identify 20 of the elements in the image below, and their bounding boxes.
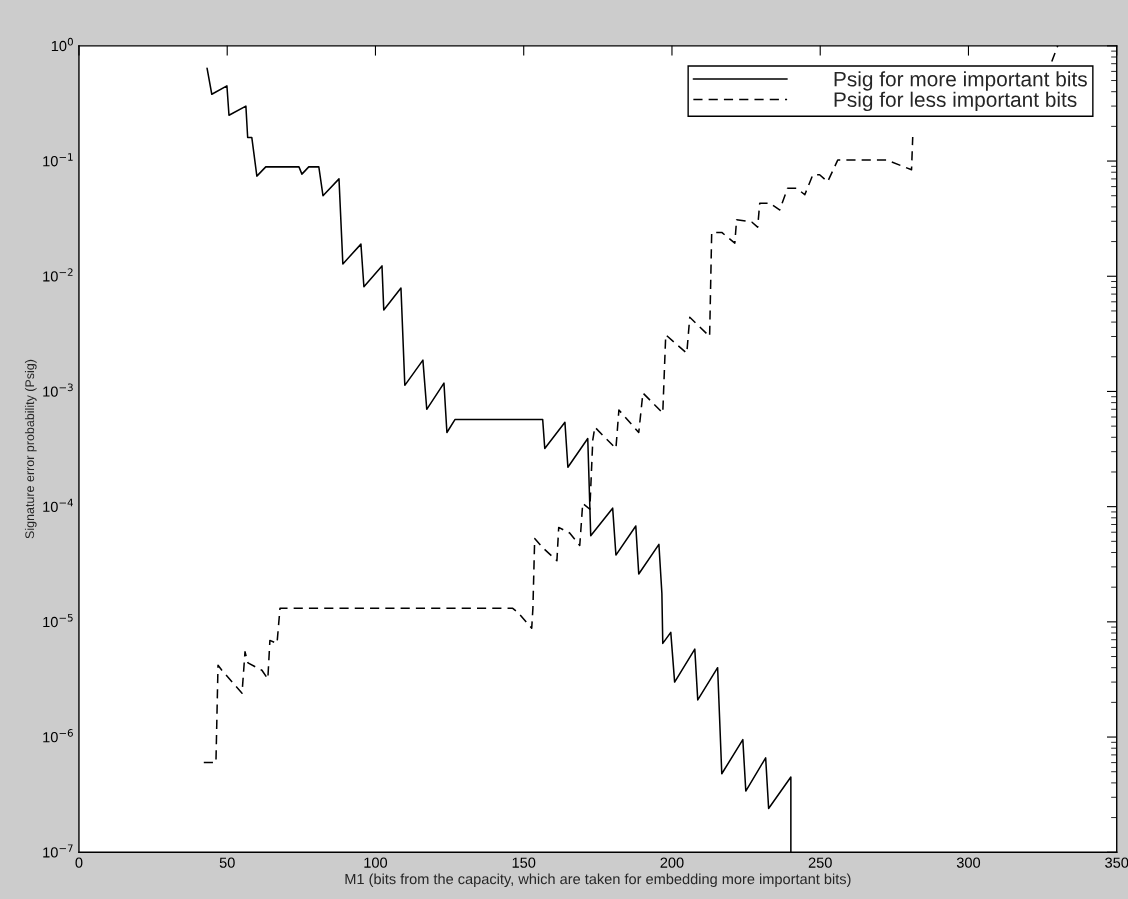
y-tick-label: 10$^{−3}$ <box>43 383 73 397</box>
y-tick-label: 10$^{−2}$ <box>43 268 73 282</box>
y-tick-label: 10$^{−5}$ <box>43 614 73 628</box>
y-tick-label: 10$^{−7}$ <box>43 844 73 858</box>
x-tick-label: 100 <box>364 857 388 868</box>
x-tick-label: 300 <box>956 857 981 868</box>
y-axis-title: Signature error probability (Psig) <box>24 359 37 539</box>
x-tick-label: 250 <box>808 857 832 868</box>
y-tick-label: 10$^{−4}$ <box>43 498 73 512</box>
x-tick-label: 200 <box>660 857 684 868</box>
y-tick-label: 10$^{−1}$ <box>43 153 73 167</box>
x-tick-label: 50 <box>219 857 235 868</box>
x-tick-label: 350 <box>1105 857 1128 868</box>
legend-label: Psig for more important bits <box>834 71 1087 91</box>
y-tick-label: 10$^{0}$ <box>51 37 73 52</box>
legend-label: Psig for less important bits <box>834 91 1077 112</box>
y-tick-label: 10$^{−6}$ <box>43 729 73 743</box>
x-tick-label: 150 <box>512 857 536 868</box>
x-tick-label: 0 <box>75 857 83 868</box>
x-axis-title: M1 (bits from the capacity, which are taken for embedding more important bits) <box>345 873 851 888</box>
